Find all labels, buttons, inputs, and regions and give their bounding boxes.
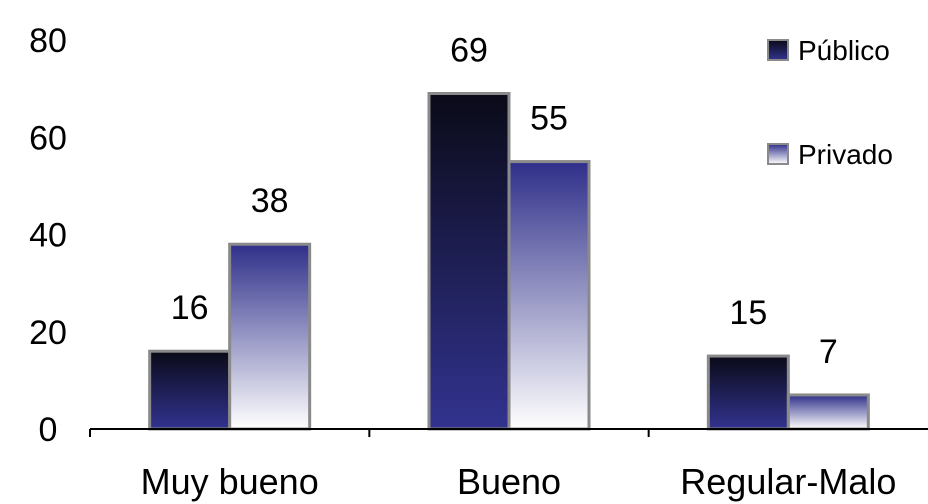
legend-swatch-privado xyxy=(767,143,789,165)
legend: Público Privado xyxy=(767,35,893,170)
data-label: 15 xyxy=(729,294,767,332)
category-label: Bueno xyxy=(457,461,561,502)
y-tick-label: 40 xyxy=(29,217,67,255)
x-axis xyxy=(89,428,928,437)
data-labels: 16 38 69 55 15 7 xyxy=(171,31,838,370)
bar-privado xyxy=(786,393,870,431)
y-tick-label: 80 xyxy=(29,22,67,60)
bar-publico xyxy=(427,91,511,431)
category-label: Regular-Malo xyxy=(680,461,896,502)
y-axis-tick-labels: 0 20 40 60 80 xyxy=(29,22,67,449)
data-label: 38 xyxy=(251,182,289,220)
y-tick-label: 60 xyxy=(29,119,67,157)
x-axis-category-labels: Muy bueno Bueno Regular-Malo xyxy=(141,461,897,502)
legend-label: Público xyxy=(798,35,890,66)
y-tick-label: 0 xyxy=(39,411,58,449)
bar-publico xyxy=(706,354,790,431)
y-tick-label: 20 xyxy=(29,314,67,352)
legend-swatch-publico xyxy=(767,39,789,61)
data-label: 16 xyxy=(171,289,209,327)
legend-label: Privado xyxy=(798,139,893,170)
bar-privado xyxy=(228,242,312,431)
bars xyxy=(148,91,870,431)
category-label: Muy bueno xyxy=(141,461,319,502)
bar-privado xyxy=(507,160,591,431)
bar-publico xyxy=(148,349,232,431)
data-label: 69 xyxy=(450,31,488,69)
data-label: 55 xyxy=(530,100,568,138)
data-label: 7 xyxy=(819,333,838,371)
